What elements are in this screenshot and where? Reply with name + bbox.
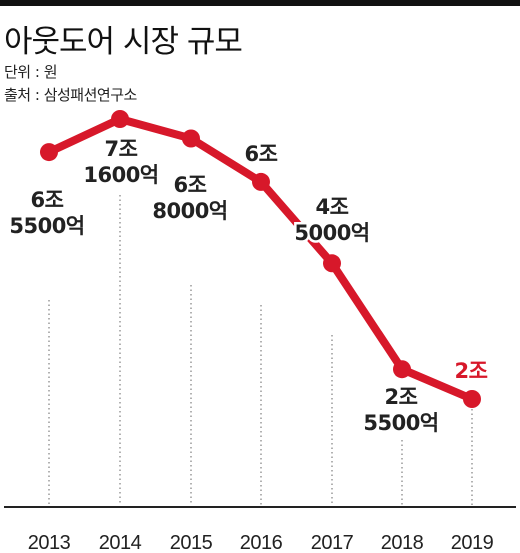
data-points bbox=[40, 110, 481, 408]
x-tick-label-2019: 2019 bbox=[451, 532, 494, 553]
data-point-2017 bbox=[323, 254, 341, 273]
top-bar bbox=[0, 0, 520, 6]
data-label-2018-1: 2조 bbox=[385, 385, 418, 409]
data-label-2013-1: 6조 bbox=[31, 188, 64, 212]
x-tick-label-2015: 2015 bbox=[170, 532, 213, 553]
data-point-2016 bbox=[252, 172, 270, 191]
x-tick-label-2013: 2013 bbox=[28, 532, 71, 553]
data-point-2015 bbox=[182, 129, 200, 148]
data-point-2013 bbox=[40, 143, 58, 162]
data-label-2016-1: 6조 bbox=[245, 142, 278, 166]
data-label-2014-1: 7조 bbox=[105, 137, 138, 161]
x-tick-label-2018: 2018 bbox=[381, 532, 424, 553]
data-point-2018 bbox=[393, 360, 411, 379]
x-tick-labels: 2013 2014 2015 2016 2017 2018 2019 bbox=[28, 532, 494, 553]
data-label-2015-1: 6조 bbox=[174, 173, 207, 197]
source-label: 출처 : 삼성패션연구소 bbox=[4, 86, 137, 104]
x-tick-label-2016: 2016 bbox=[240, 532, 283, 553]
data-label-2018-2: 5500억 bbox=[363, 411, 438, 435]
data-label-2014-2: 1600억 bbox=[83, 163, 158, 187]
data-point-2014 bbox=[111, 110, 129, 128]
data-label-2017-1: 4조 bbox=[316, 195, 349, 219]
data-label-2019-1: 2조 bbox=[455, 359, 488, 383]
data-label-2015-2: 8000억 bbox=[152, 199, 227, 223]
x-tick-label-2014: 2014 bbox=[99, 532, 142, 553]
unit-label: 단위 : 원 bbox=[4, 63, 58, 81]
data-point-2019 bbox=[463, 390, 481, 408]
grid-lines bbox=[48, 195, 473, 505]
x-tick-label-2017: 2017 bbox=[311, 532, 354, 553]
data-label-2013-2: 5500억 bbox=[9, 214, 84, 238]
x-axis-baseline bbox=[4, 506, 516, 508]
chart-title: 아웃도어 시장 규모 bbox=[4, 24, 243, 60]
data-label-2017-2: 5000억 bbox=[294, 221, 369, 245]
